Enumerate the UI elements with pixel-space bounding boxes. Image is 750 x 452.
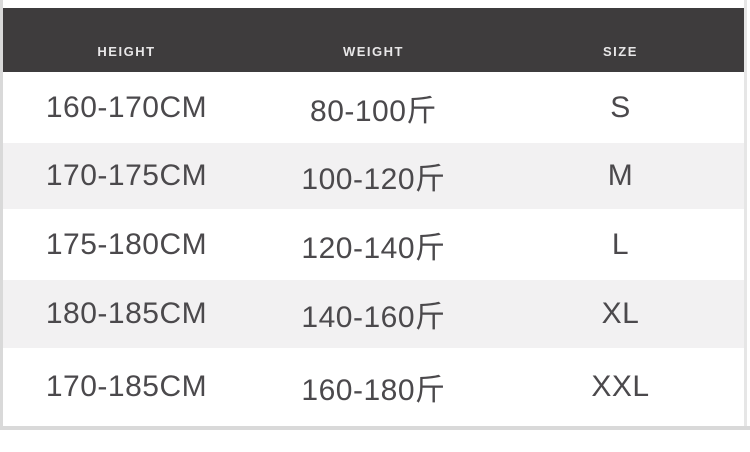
size-chart-table: HEIGHT WEIGHT SIZE 160-170CM 80-100斤 S 1… (3, 0, 744, 426)
header-cell-height: HEIGHT (97, 43, 156, 59)
height-value: 160-170CM (45, 90, 208, 124)
table-row: 170-175CM 100-120斤 M (3, 143, 744, 209)
height-value: 170-185CM (45, 370, 208, 403)
table-row: 160-170CM 80-100斤 S (3, 72, 744, 143)
size-value: M (607, 159, 634, 192)
weight-value: 140-160斤 (301, 301, 446, 334)
height-value: 170-175CM (45, 159, 208, 192)
height-value: 175-180CM (45, 227, 208, 261)
header-cell-size: SIZE (603, 43, 638, 59)
size-value: XL (601, 297, 640, 330)
table-row: 180-185CM 140-160斤 XL (3, 280, 744, 348)
weight-value: 160-180斤 (301, 374, 446, 407)
bottom-divider-line (0, 426, 750, 430)
weight-value: 120-140斤 (301, 231, 446, 265)
weight-value: 80-100斤 (310, 94, 437, 128)
header-cell-weight: WEIGHT (342, 43, 404, 59)
weight-value: 100-120斤 (301, 163, 446, 196)
size-value: L (611, 227, 630, 261)
top-margin-strip (3, 0, 744, 8)
right-edge-strip (744, 0, 747, 430)
height-value: 180-185CM (45, 297, 208, 330)
table-row: 170-185CM 160-180斤 XXL (3, 348, 744, 426)
size-value: XXL (591, 370, 650, 403)
table-header-row: HEIGHT WEIGHT SIZE (3, 8, 744, 72)
size-value: S (610, 90, 631, 124)
table-row: 175-180CM 120-140斤 L (3, 209, 744, 280)
left-edge-strip (0, 0, 3, 430)
